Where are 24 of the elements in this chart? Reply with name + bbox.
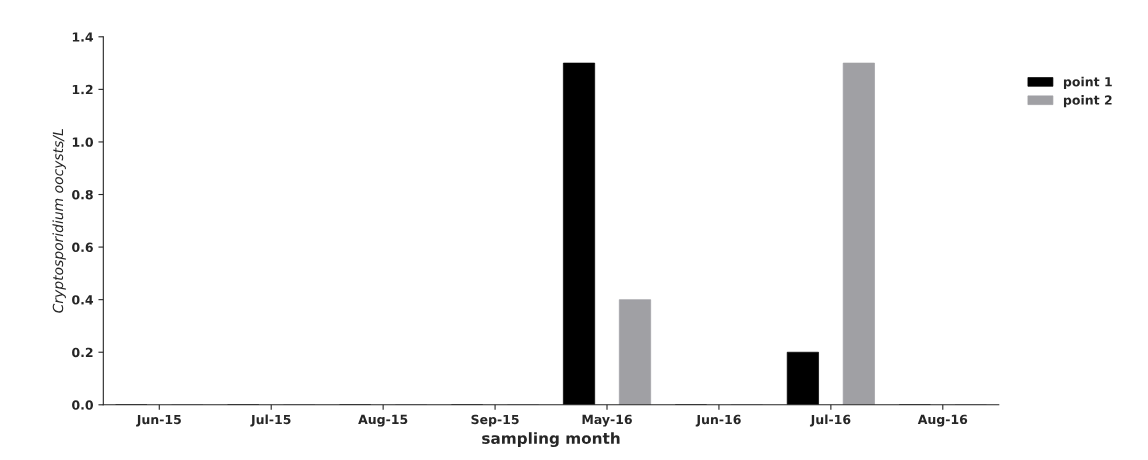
x-axis-title: sampling month bbox=[482, 432, 620, 448]
x-tick-label: Sep-15 bbox=[471, 414, 519, 427]
y-tick-label: 1.4 bbox=[72, 32, 94, 42]
x-tick-label: Jul-16 bbox=[809, 414, 851, 427]
x-tick-label: Jul-15 bbox=[250, 414, 291, 427]
x-tick-label: Jun-15 bbox=[136, 414, 181, 427]
bar bbox=[563, 62, 596, 405]
x-tick-label: Aug-16 bbox=[917, 414, 968, 427]
x-tick-label: May-16 bbox=[582, 414, 632, 427]
legend-label: point 2 bbox=[1063, 95, 1112, 108]
bar bbox=[618, 299, 652, 405]
x-tick-label: Aug-15 bbox=[358, 414, 408, 427]
y-tick-label: 1.2 bbox=[72, 84, 93, 95]
y-tick-label: 0.4 bbox=[72, 295, 94, 305]
legend-label: point 1 bbox=[1063, 76, 1112, 89]
y-axis-title: Cryptosporidium oocysts/L bbox=[52, 129, 66, 313]
y-tick-label: 0.0 bbox=[72, 400, 93, 410]
x-tick-label: Jun-16 bbox=[695, 414, 741, 427]
y-tick-label: 0.2 bbox=[72, 347, 93, 358]
y-tick-label: 1.0 bbox=[72, 137, 93, 147]
y-tick-label: 0.6 bbox=[72, 242, 93, 253]
y-tick-label: 0.8 bbox=[72, 189, 93, 200]
bar bbox=[786, 351, 819, 405]
bar bbox=[842, 62, 875, 405]
